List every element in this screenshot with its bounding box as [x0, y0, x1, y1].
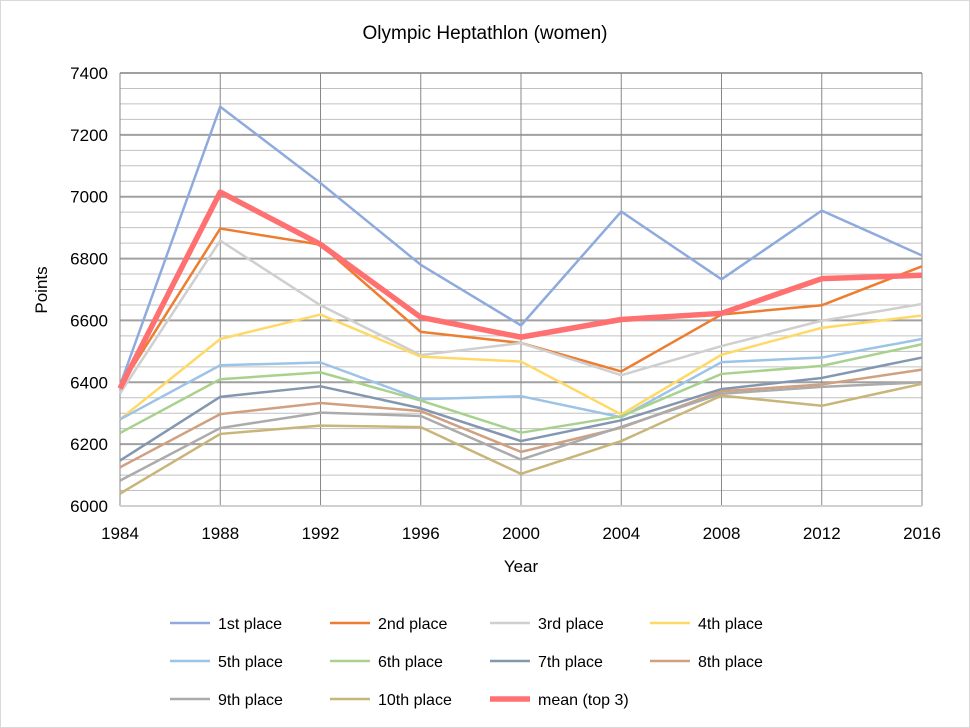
y-tick-label: 6400 — [70, 373, 108, 392]
x-tick-label: 1996 — [402, 524, 440, 543]
series-lines — [117, 105, 923, 495]
legend-item: 4th place — [650, 616, 763, 633]
y-tick-label: 7400 — [70, 64, 108, 83]
x-tick-label: 1984 — [101, 524, 139, 543]
x-tick-label: 2012 — [803, 524, 841, 543]
series-line-4th-place — [119, 313, 923, 421]
legend-item: 2nd place — [330, 616, 447, 633]
y-tick-label: 6200 — [70, 435, 108, 454]
legend-label: 10th place — [378, 692, 452, 709]
y-axis-ticks: 6000 6200 6400 6600 6800 7000 7200 7400 — [70, 64, 108, 516]
legend-label: 7th place — [538, 654, 603, 671]
legend-item: 9th place — [170, 692, 283, 709]
y-tick-label: 6600 — [70, 311, 108, 330]
series-line-1st-place — [118, 105, 923, 386]
x-tick-label: 2008 — [703, 524, 741, 543]
x-tick-label: 1988 — [201, 524, 239, 543]
series-line-8th-place — [119, 368, 923, 469]
series-line-3rd-place — [118, 239, 923, 395]
x-axis-label: Year — [504, 557, 539, 576]
y-tick-label: 7000 — [70, 188, 108, 207]
gridlines — [119, 72, 923, 507]
legend-label: 5th place — [218, 654, 283, 671]
x-tick-label: 1992 — [302, 524, 340, 543]
legend-label: 1st place — [218, 616, 282, 633]
series-line-6th-place — [119, 343, 923, 435]
legend-item: 8th place — [650, 654, 763, 671]
y-tick-label: 6800 — [70, 250, 108, 269]
legend-item: 10th place — [330, 692, 452, 709]
x-tick-label: 2004 — [602, 524, 640, 543]
y-tick-label: 7200 — [70, 126, 108, 145]
legend-label: 9th place — [218, 692, 283, 709]
chart-title: Olympic Heptathlon (women) — [363, 23, 608, 44]
x-axis-ticks: 1984 1988 1992 1996 2000 2004 2008 2012 2016 — [101, 524, 941, 543]
legend-label: mean (top 3) — [538, 692, 629, 709]
legend-item: 7th place — [490, 654, 603, 671]
legend-item: 3rd place — [490, 616, 604, 633]
legend-label: 2nd place — [378, 616, 447, 633]
y-axis-label: Points — [32, 266, 51, 313]
series-line-mean-top-3 — [117, 189, 923, 390]
x-tick-label: 2000 — [502, 524, 540, 543]
legend: 1st place 2nd place 3rd place 4th place 5th … — [170, 616, 763, 709]
y-tick-label: 6000 — [70, 497, 108, 516]
series-line-7th-place — [119, 356, 923, 462]
legend-item: mean (top 3) — [490, 692, 629, 709]
series-line-10th-place — [119, 382, 923, 495]
legend-item: 6th place — [330, 654, 443, 671]
legend-label: 4th place — [698, 616, 763, 633]
legend-label: 6th place — [378, 654, 443, 671]
legend-label: 3rd place — [538, 616, 604, 633]
legend-item: 1st place — [170, 616, 282, 633]
legend-label: 8th place — [698, 654, 763, 671]
legend-item: 5th place — [170, 654, 283, 671]
x-tick-label: 2016 — [903, 524, 941, 543]
series-line-9th-place — [119, 381, 923, 482]
series-line-5th-place — [119, 337, 923, 421]
